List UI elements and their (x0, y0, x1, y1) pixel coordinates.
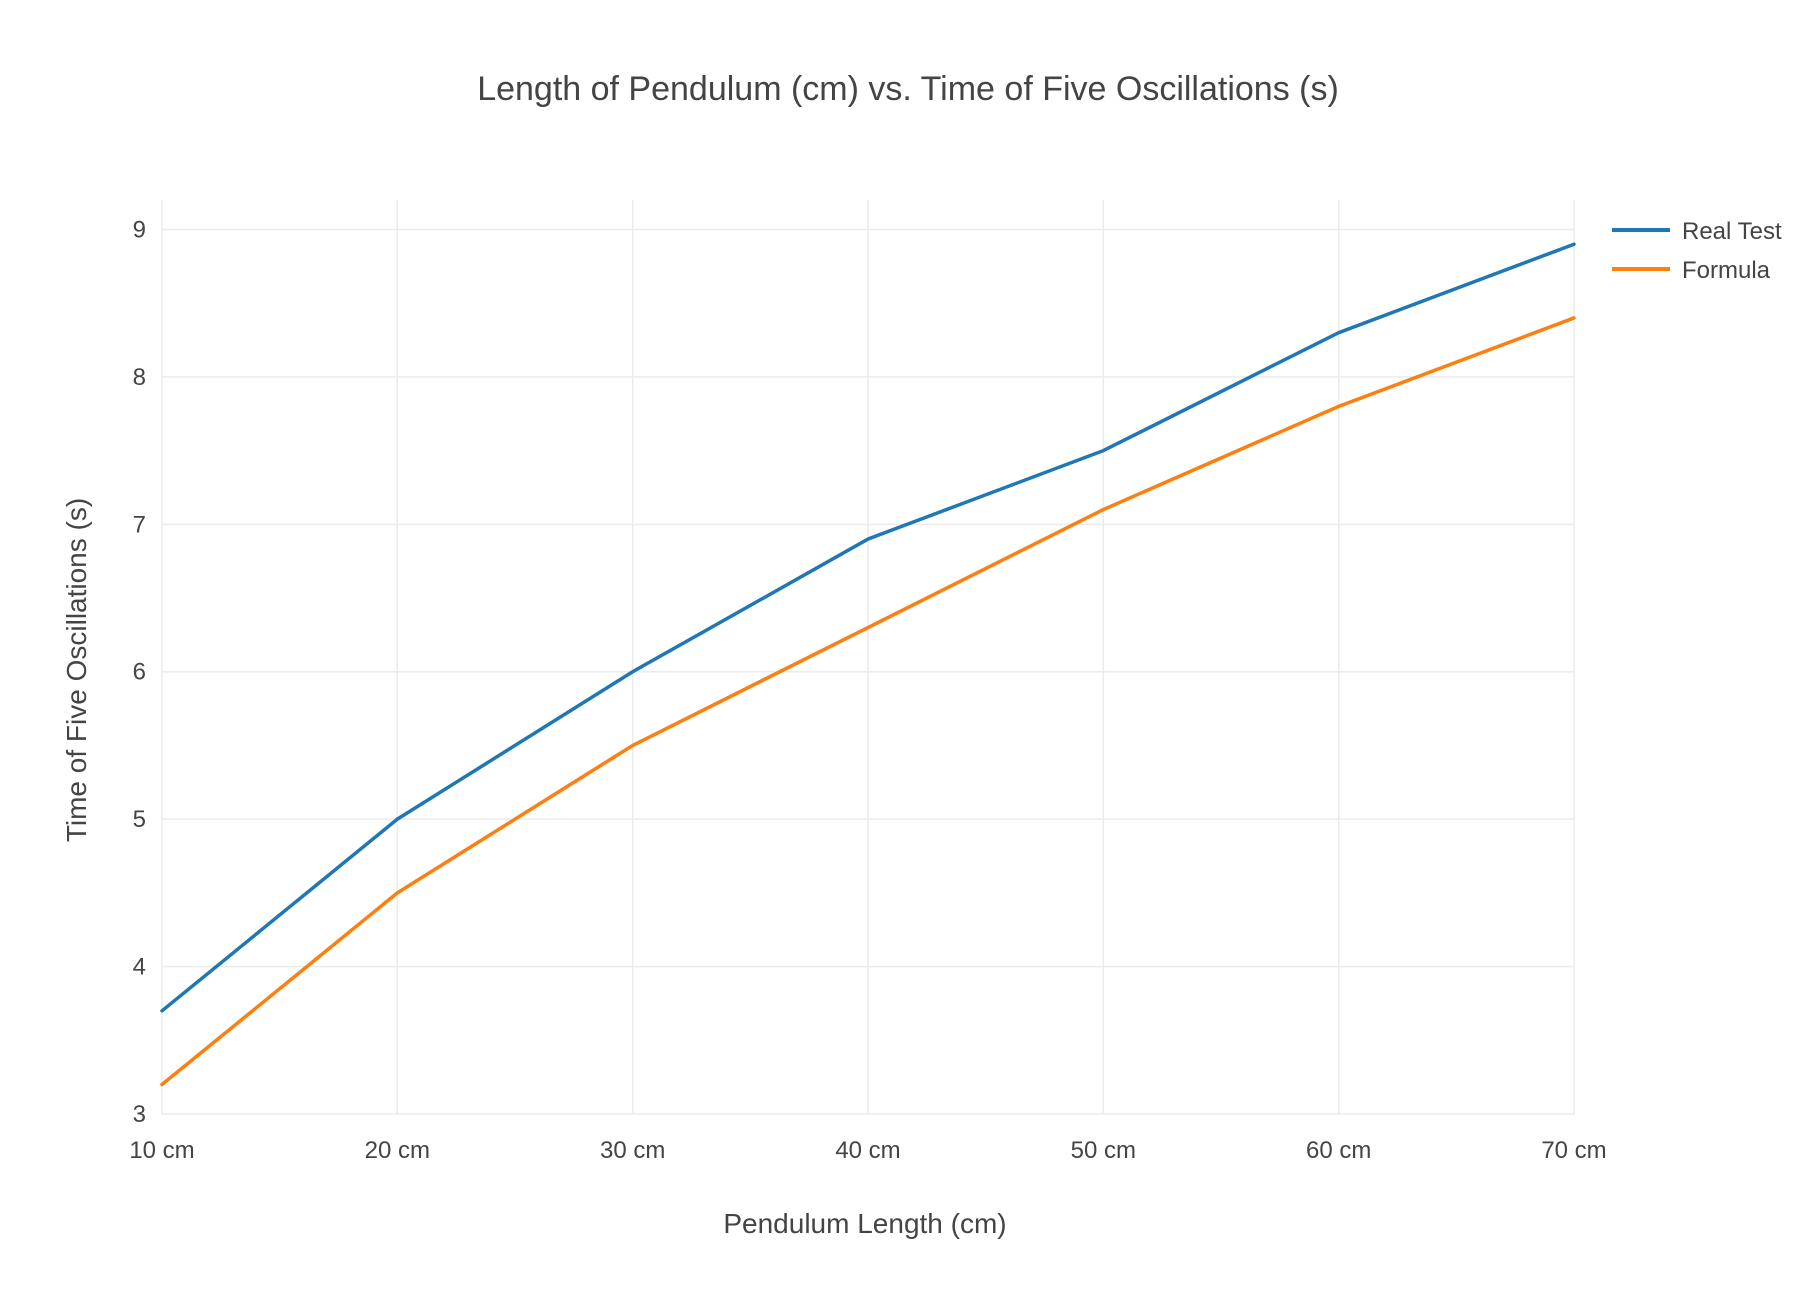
y-tick-label: 7 (133, 511, 146, 538)
series-line-real-test[interactable] (160, 242, 1576, 1013)
data-point-formula[interactable] (1333, 400, 1345, 412)
x-tick-label: 50 cm (1071, 1137, 1136, 1164)
axes: 10 cm 20 cm 30 cm 40 cm 50 cm 60 cm 70 cm 3 4 5 6 7… (129, 216, 1606, 1164)
legend-item-real-test[interactable]: Real Test (1612, 218, 1782, 245)
chart-title: Length of Pendulum (cm) vs. Time of Five… (477, 70, 1339, 108)
y-tick-label: 6 (133, 659, 146, 686)
data-point-real-test[interactable] (156, 1005, 168, 1017)
y-tick-label: 3 (133, 1101, 146, 1128)
y-tick-label: 9 (133, 216, 146, 243)
x-tick-label: 40 cm (835, 1137, 900, 1164)
legend-label-real-test: Real Test (1682, 218, 1782, 245)
y-tick-label: 8 (133, 364, 146, 391)
y-tick-label: 5 (133, 806, 146, 833)
data-point-real-test[interactable] (1568, 238, 1580, 250)
legend-label-formula: Formula (1682, 257, 1771, 284)
x-tick-label: 20 cm (365, 1137, 430, 1164)
y-axis-title: Time of Five Oscillations (s) (61, 498, 92, 842)
x-tick-label: 70 cm (1541, 1137, 1606, 1164)
data-point-formula[interactable] (1097, 504, 1109, 516)
grid (161, 200, 1575, 1115)
legend[interactable]: Real Test Formula (1612, 218, 1782, 284)
y-tick-label: 4 (133, 954, 146, 981)
series-line-formula[interactable] (160, 316, 1576, 1087)
data-point-real-test[interactable] (1333, 327, 1345, 339)
data-point-formula[interactable] (156, 1079, 168, 1091)
data-point-real-test[interactable] (1097, 445, 1109, 457)
x-tick-label: 60 cm (1306, 1137, 1371, 1164)
data-point-formula[interactable] (627, 739, 639, 751)
data-point-formula[interactable] (391, 887, 403, 899)
data-point-formula[interactable] (862, 622, 874, 634)
data-point-real-test[interactable] (862, 533, 874, 545)
x-axis-title: Pendulum Length (cm) (723, 1208, 1006, 1239)
legend-item-formula[interactable]: Formula (1612, 257, 1771, 284)
series-lines (156, 238, 1580, 1091)
data-point-real-test[interactable] (627, 666, 639, 678)
data-point-real-test[interactable] (391, 813, 403, 825)
x-tick-label: 10 cm (129, 1137, 194, 1164)
data-point-formula[interactable] (1568, 312, 1580, 324)
x-tick-label: 30 cm (600, 1137, 665, 1164)
